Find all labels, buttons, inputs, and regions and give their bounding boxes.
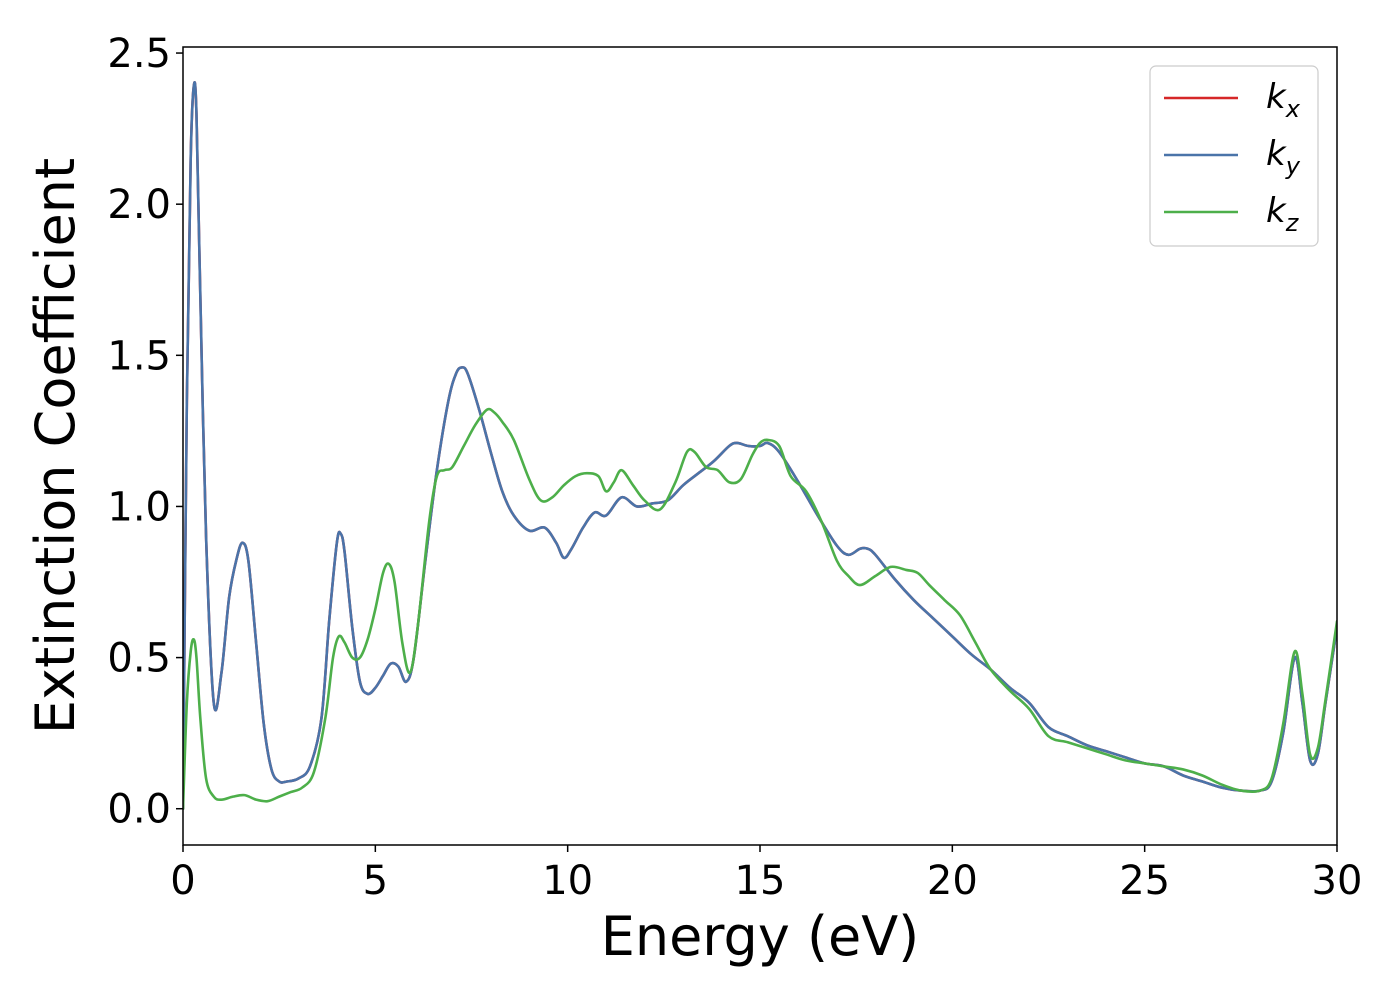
- y-axis: 0.0 0.5 1.0 1.5 2.0 2.5: [107, 31, 183, 833]
- y-tick-label: 0.5: [107, 636, 171, 682]
- legend-label-subscript: y: [1285, 152, 1301, 180]
- y-tick-label: 1.5: [107, 333, 171, 379]
- legend-label-subscript: x: [1285, 95, 1301, 123]
- legend-label-base: k: [1266, 77, 1287, 117]
- x-tick-label: 25: [1119, 858, 1170, 904]
- series-line-kz: [183, 407, 1337, 811]
- x-axis: 0 5 10 15 20 25 30: [170, 845, 1362, 904]
- x-tick-label: 0: [170, 858, 195, 904]
- y-tick-label: 0.0: [107, 787, 171, 833]
- legend-label-base: k: [1266, 134, 1287, 174]
- x-tick-label: 20: [927, 858, 978, 904]
- y-tick-label: 2.0: [107, 182, 171, 228]
- y-axis-title: Extinction Coefficient: [24, 158, 87, 734]
- x-tick-label: 30: [1312, 858, 1363, 904]
- x-axis-title: Energy (eV): [601, 905, 920, 968]
- y-tick-label: 1.0: [107, 484, 171, 530]
- legend-label-subscript: z: [1285, 209, 1300, 237]
- series-line-ky: [183, 81, 1337, 811]
- legend-label-kz: kz: [1266, 191, 1300, 237]
- series-layer: [183, 81, 1337, 811]
- legend-label-base: k: [1266, 191, 1287, 231]
- y-tick-label: 2.5: [107, 31, 171, 77]
- legend-label-ky: ky: [1266, 134, 1301, 180]
- x-tick-label: 10: [542, 858, 593, 904]
- legend-label-kx: kx: [1266, 77, 1301, 123]
- x-tick-label: 15: [735, 858, 786, 904]
- x-tick-label: 5: [363, 858, 388, 904]
